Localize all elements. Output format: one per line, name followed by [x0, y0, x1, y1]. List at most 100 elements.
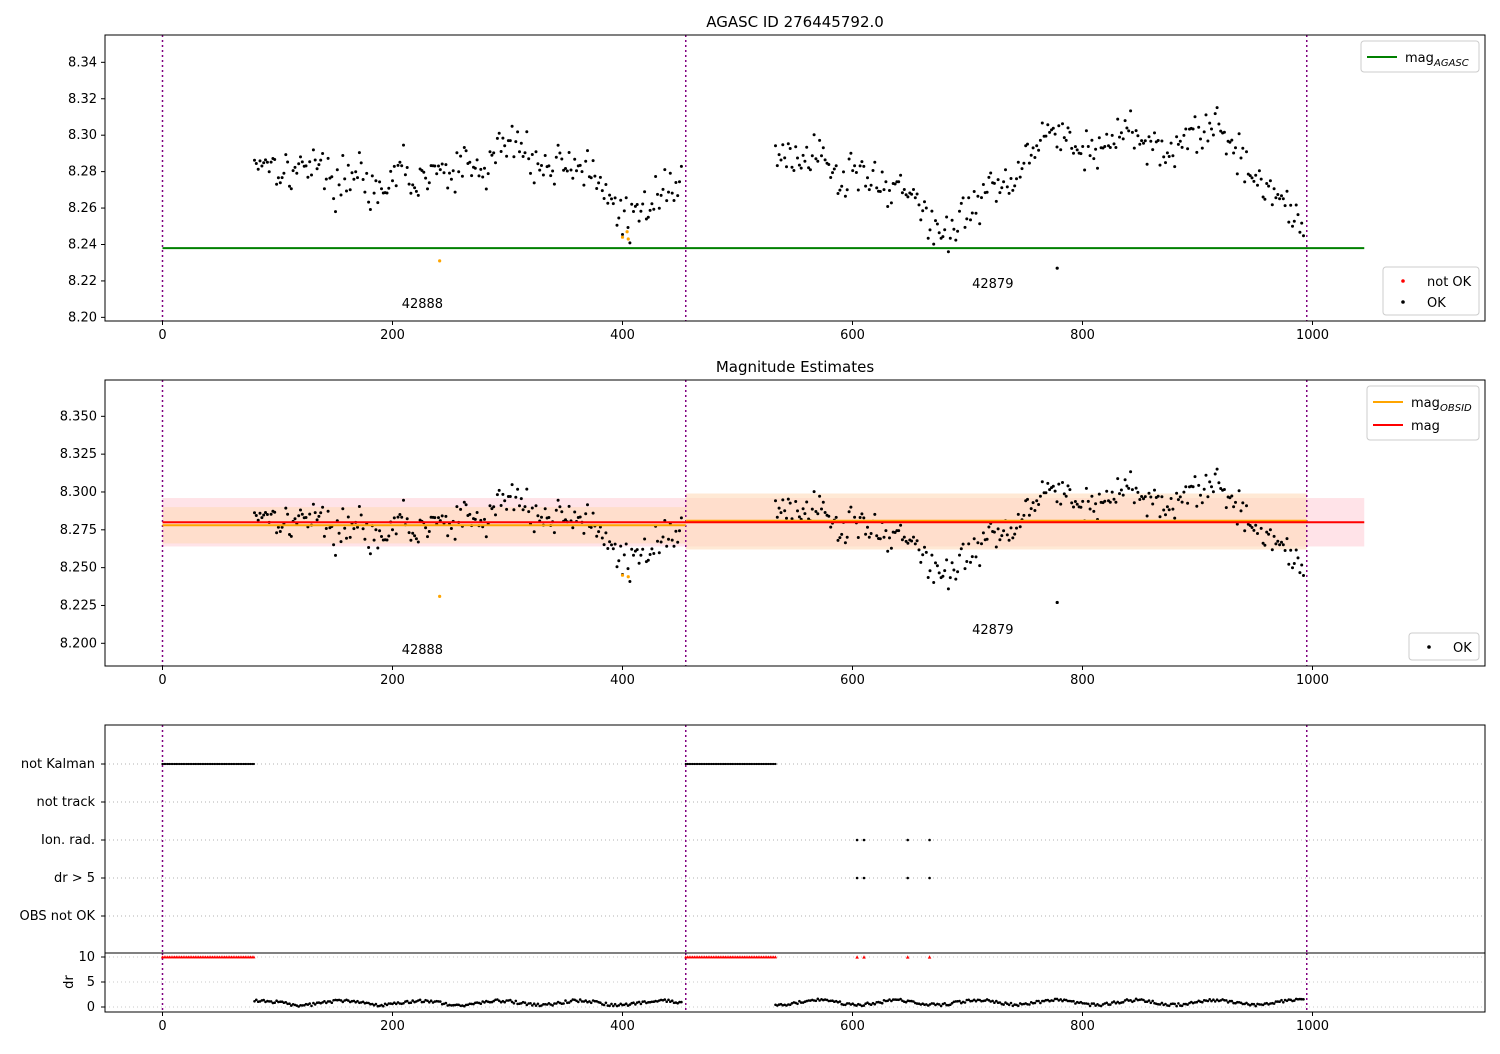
- data-point: [1097, 492, 1101, 496]
- data-point: [840, 184, 844, 188]
- data-point: [334, 553, 337, 557]
- dr-point: [510, 1000, 514, 1004]
- flag-point: [686, 762, 689, 766]
- data-point: [483, 517, 486, 521]
- flag-point: [237, 762, 240, 766]
- data-point: [1129, 109, 1133, 113]
- data-point: [849, 151, 853, 155]
- data-point: [1186, 147, 1190, 151]
- obsid-point: [438, 594, 442, 598]
- dr-point: [943, 1002, 946, 1005]
- data-point: [411, 183, 415, 187]
- data-point: [1276, 539, 1280, 543]
- data-point: [552, 531, 556, 535]
- data-point: [866, 525, 869, 529]
- data-point: [913, 542, 917, 546]
- flag-point: [244, 762, 247, 766]
- data-point: [1079, 152, 1083, 156]
- dr-point: [428, 1001, 431, 1004]
- data-point: [602, 543, 606, 547]
- data-point: [622, 553, 626, 557]
- data-point: [407, 182, 411, 186]
- data-point: [529, 171, 532, 175]
- data-point: [921, 553, 925, 557]
- data-point: [1007, 191, 1011, 195]
- data-point: [611, 202, 615, 206]
- data-point: [525, 130, 529, 134]
- data-point: [843, 194, 847, 198]
- data-point: [575, 169, 578, 173]
- data-point: [392, 516, 396, 520]
- data-point: [1026, 497, 1029, 501]
- data-point: [1105, 132, 1109, 136]
- data-point: [1055, 500, 1059, 504]
- dr-point: [1293, 999, 1296, 1002]
- flag-point: [245, 762, 249, 766]
- data-point: [394, 532, 398, 536]
- data-point: [455, 505, 459, 509]
- data-point: [1267, 532, 1271, 536]
- dr-point: [1109, 1003, 1112, 1006]
- dr-point: [934, 1003, 937, 1007]
- data-point: [1022, 161, 1026, 165]
- data-point: [1195, 504, 1199, 508]
- data-point: [1272, 534, 1276, 538]
- data-point: [632, 210, 635, 213]
- data-point: [1180, 500, 1184, 504]
- data-point: [554, 508, 558, 512]
- flag-point: [703, 762, 706, 766]
- data-point: [527, 157, 531, 161]
- dr-point: [995, 999, 998, 1003]
- data-point: [628, 241, 632, 245]
- data-point: [356, 525, 359, 529]
- data-point: [541, 173, 545, 177]
- data-point: [380, 187, 383, 191]
- data-point: [543, 154, 547, 157]
- flag-point: [753, 762, 756, 766]
- data-point: [448, 171, 451, 175]
- data-point: [1289, 548, 1293, 552]
- data-point: [1073, 500, 1077, 503]
- data-point: [400, 164, 404, 168]
- flag-point: [239, 762, 242, 766]
- data-point: [622, 209, 626, 213]
- data-point: [668, 171, 672, 175]
- data-point: [437, 516, 440, 520]
- dr-point: [1250, 1002, 1254, 1006]
- data-point: [967, 196, 971, 200]
- data-point: [672, 544, 676, 548]
- data-point: [1084, 129, 1088, 133]
- data-point: [299, 155, 302, 159]
- data-point: [1193, 115, 1197, 119]
- data-point: [269, 160, 273, 164]
- dr-point: [422, 1000, 426, 1004]
- data-point: [455, 151, 459, 155]
- data-point: [917, 548, 921, 552]
- data-point: [578, 163, 582, 167]
- x-tick-label: 600: [840, 1019, 865, 1034]
- dr-point: [339, 999, 343, 1002]
- data-point: [1094, 147, 1098, 151]
- dr-point: [1164, 1002, 1167, 1006]
- data-point: [635, 203, 639, 206]
- dr-point: [678, 1000, 681, 1004]
- data-point: [1206, 495, 1210, 499]
- data-point: [1278, 543, 1282, 547]
- dr-point: [555, 1002, 558, 1005]
- flag-point: [214, 762, 218, 766]
- flag-point: [189, 762, 192, 766]
- data-point: [389, 169, 393, 173]
- data-point: [442, 171, 446, 175]
- data-point: [1156, 139, 1160, 142]
- dr-point: [998, 1001, 1002, 1004]
- obsid-point: [620, 235, 625, 239]
- data-point: [1027, 513, 1031, 517]
- agasc-plot: 42888 42879 8.20 8.22 8.24 8.26 8.28 8.30 8.32 8.…: [68, 34, 1486, 343]
- dr-point: [950, 1001, 954, 1005]
- data-point: [1193, 475, 1197, 479]
- data-point: [470, 174, 474, 178]
- data-point: [1061, 122, 1064, 126]
- flag-point: [206, 762, 209, 766]
- data-point: [582, 183, 586, 187]
- data-point: [1018, 175, 1022, 179]
